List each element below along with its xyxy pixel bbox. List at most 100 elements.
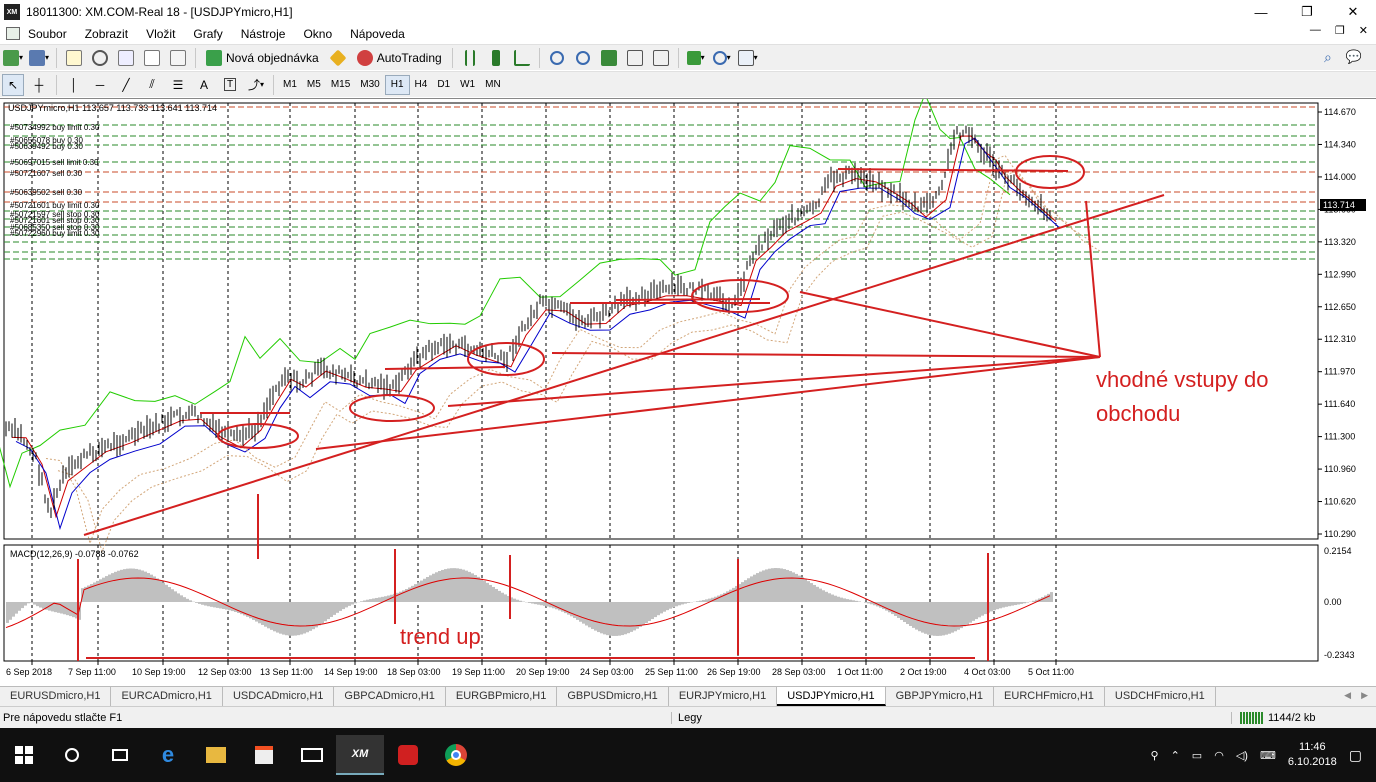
timeframe-mn[interactable]: MN bbox=[485, 79, 501, 90]
tab-usdjpy[interactable]: USDJPYmicro,H1 bbox=[777, 687, 886, 706]
tab-eurchf[interactable]: EURCHFmicro,H1 bbox=[994, 687, 1105, 706]
new-order-button[interactable]: Nová objednávka bbox=[202, 47, 323, 69]
macd-histogram-bar bbox=[108, 574, 111, 602]
macd-scale-label: 0.00 bbox=[1324, 597, 1342, 607]
vertical-line-button[interactable]: │ bbox=[63, 74, 85, 96]
menu-insert[interactable]: Vložit bbox=[146, 27, 176, 41]
menu-file[interactable]: Soubor bbox=[28, 27, 67, 41]
tab-gbpusd[interactable]: GBPUSDmicro,H1 bbox=[557, 687, 669, 706]
navigator-button[interactable] bbox=[115, 47, 137, 69]
macd-histogram-bar bbox=[519, 600, 522, 602]
explorer-taskbar-button[interactable] bbox=[192, 735, 240, 775]
data-window-button[interactable] bbox=[89, 47, 111, 69]
people-icon[interactable]: ⚲ bbox=[1150, 749, 1159, 762]
search-icon[interactable]: ⌕ bbox=[1323, 49, 1332, 65]
tab-usdcad[interactable]: USDCADmicro,H1 bbox=[223, 687, 335, 706]
mail-taskbar-button[interactable] bbox=[288, 735, 336, 775]
fibonacci-button[interactable]: ☰ bbox=[167, 74, 189, 96]
maximize-button[interactable]: ❐ bbox=[1301, 4, 1313, 19]
mdi-close-icon[interactable]: ✕ bbox=[1358, 25, 1368, 37]
tile-windows-button[interactable] bbox=[598, 47, 620, 69]
chart-shift-button[interactable] bbox=[650, 47, 672, 69]
mdi-restore-icon[interactable]: ❐ bbox=[1334, 25, 1345, 37]
macd-histogram-bar bbox=[816, 586, 819, 602]
templates-button[interactable]: ▾ bbox=[737, 47, 759, 69]
task-view-button[interactable] bbox=[96, 735, 144, 775]
zoom-out-button[interactable] bbox=[572, 47, 594, 69]
xm-taskbar-button[interactable]: XM bbox=[336, 735, 384, 775]
tab-usdchf[interactable]: USDCHFmicro,H1 bbox=[1105, 687, 1216, 706]
strategy-tester-icon bbox=[170, 49, 186, 66]
arrows-button[interactable]: ⤴ ▾ bbox=[247, 78, 265, 92]
menu-view[interactable]: Zobrazit bbox=[84, 27, 129, 41]
price-label: 114.670 bbox=[1324, 107, 1356, 117]
macd-histogram-bar bbox=[969, 602, 972, 623]
metaeditor-button[interactable] bbox=[327, 47, 349, 69]
tray-expand-icon[interactable]: ⌃ bbox=[1170, 749, 1180, 762]
menu-tools[interactable]: Nástroje bbox=[240, 27, 286, 41]
chart-header: USDJPYmicro,H1 113.657 113.733 113.641 1… bbox=[8, 103, 217, 113]
zoom-in-button[interactable] bbox=[546, 47, 568, 69]
battery-icon[interactable]: ▭ bbox=[1191, 749, 1203, 762]
indicators-button[interactable]: ▾ bbox=[685, 47, 707, 69]
chat-icon[interactable]: 💬 bbox=[1345, 49, 1362, 64]
store-taskbar-button[interactable] bbox=[240, 735, 288, 775]
menu-window[interactable]: Okno bbox=[303, 27, 333, 41]
macd-histogram-bar bbox=[498, 590, 501, 602]
timeframe-d1[interactable]: D1 bbox=[437, 79, 451, 90]
terminal-button[interactable] bbox=[141, 47, 163, 69]
text-label-button[interactable]: T bbox=[219, 74, 241, 96]
macd-histogram-bar bbox=[966, 602, 969, 625]
chrome-taskbar-button[interactable] bbox=[432, 735, 480, 775]
clock[interactable]: 11:46 6.10.2018 bbox=[1288, 740, 1337, 770]
start-button[interactable] bbox=[0, 735, 48, 775]
notifications-icon[interactable]: ▢ bbox=[1348, 746, 1362, 763]
edge-taskbar-button[interactable]: e bbox=[144, 735, 192, 775]
new-chart-button[interactable]: ▾ bbox=[2, 47, 24, 69]
macd-histogram-bar bbox=[543, 602, 546, 606]
profiles-icon bbox=[28, 49, 45, 66]
tab-scroll-left-icon[interactable]: ◀ bbox=[1344, 690, 1352, 700]
bar-chart-button[interactable] bbox=[459, 47, 481, 69]
search-taskbar-button[interactable] bbox=[48, 735, 96, 775]
wifi-icon[interactable]: ◠ bbox=[1214, 749, 1224, 762]
line-chart-button[interactable] bbox=[511, 47, 533, 69]
horizontal-line-button[interactable]: ─ bbox=[89, 74, 111, 96]
equidistant-channel-button[interactable]: ⫽ bbox=[141, 74, 163, 96]
timeframe-m5[interactable]: M5 bbox=[306, 79, 321, 90]
market-watch-button[interactable] bbox=[63, 47, 85, 69]
trendline-button[interactable]: ╱ bbox=[115, 74, 137, 96]
chart-window[interactable]: USDJPYmicro,H1 113.657 113.733 113.641 1… bbox=[0, 98, 1376, 686]
strategy-tester-button[interactable] bbox=[167, 47, 189, 69]
auto-scroll-button[interactable] bbox=[624, 47, 646, 69]
volume-icon[interactable]: ◁) bbox=[1235, 749, 1248, 762]
tab-eurgbp[interactable]: EURGBPmicro,H1 bbox=[446, 687, 558, 706]
timeframe-m15[interactable]: M15 bbox=[330, 79, 351, 90]
timeframe-w1[interactable]: W1 bbox=[460, 79, 476, 90]
language-icon[interactable]: ⌨ bbox=[1259, 749, 1276, 762]
price-chart[interactable]: USDJPYmicro,H1 113.657 113.733 113.641 1… bbox=[0, 99, 1376, 687]
tab-gbpjpy[interactable]: GBPJPYmicro,H1 bbox=[886, 687, 995, 706]
timeframe-h1[interactable]: H1 bbox=[384, 74, 410, 95]
periods-button[interactable]: ▾ bbox=[711, 47, 733, 69]
game-taskbar-button[interactable] bbox=[384, 735, 432, 775]
menu-help[interactable]: Nápoveda bbox=[350, 27, 405, 41]
mdi-minimize-icon[interactable]: — bbox=[1309, 24, 1321, 36]
tab-scroll-right-icon[interactable]: ▶ bbox=[1361, 690, 1368, 700]
tab-eurcad[interactable]: EURCADmicro,H1 bbox=[111, 687, 223, 706]
tab-eurjpy[interactable]: EURJPYmicro,H1 bbox=[669, 687, 778, 706]
candlestick-button[interactable] bbox=[485, 47, 507, 69]
timeframe-m30[interactable]: M30 bbox=[360, 79, 380, 90]
text-button[interactable]: A bbox=[193, 74, 215, 96]
timeframe-h4[interactable]: H4 bbox=[414, 79, 428, 90]
timeframe-m1[interactable]: M1 bbox=[283, 79, 297, 90]
minimize-button[interactable]: — bbox=[1254, 4, 1268, 20]
tab-eurusd[interactable]: EURUSDmicro,H1 bbox=[0, 687, 112, 706]
profiles-button[interactable]: ▾ bbox=[28, 47, 50, 69]
menu-charts[interactable]: Grafy bbox=[193, 27, 223, 41]
close-button[interactable]: ✕ bbox=[1347, 4, 1359, 19]
autotrading-button[interactable]: AutoTrading bbox=[353, 47, 446, 69]
tab-gbpcad[interactable]: GBPCADmicro,H1 bbox=[334, 687, 446, 706]
cursor-button[interactable]: ↖ bbox=[2, 73, 24, 96]
crosshair-button[interactable]: ┼ bbox=[28, 74, 50, 96]
